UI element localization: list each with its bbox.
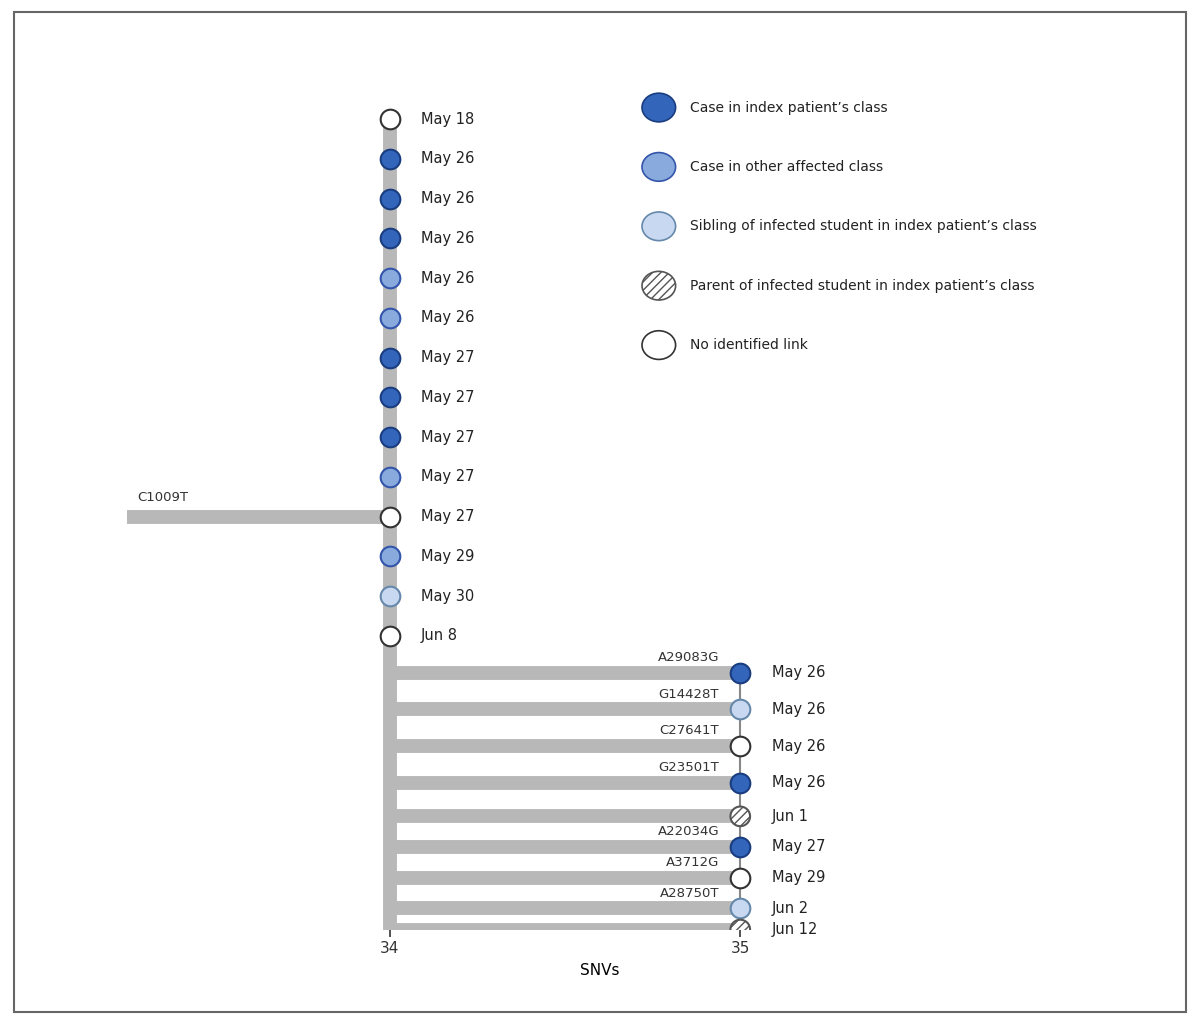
Text: May 26: May 26 <box>772 701 826 717</box>
Text: A28750T: A28750T <box>660 887 719 899</box>
Text: May 26: May 26 <box>772 775 826 791</box>
Point <box>380 230 400 247</box>
Text: G14428T: G14428T <box>659 688 719 700</box>
Point <box>731 738 750 755</box>
Point <box>731 808 750 824</box>
Text: No identified link: No identified link <box>690 338 808 352</box>
Point <box>380 349 400 366</box>
Point <box>731 701 750 718</box>
Point <box>380 309 400 326</box>
Point <box>380 389 400 406</box>
Point <box>731 900 750 916</box>
Point <box>731 774 750 791</box>
Point <box>380 151 400 167</box>
Text: May 29: May 29 <box>421 549 474 564</box>
Point <box>380 548 400 564</box>
Point <box>731 839 750 855</box>
Text: May 27: May 27 <box>421 509 475 524</box>
Point <box>731 869 750 886</box>
Text: May 18: May 18 <box>421 112 474 127</box>
Point <box>380 111 400 127</box>
Text: C1009T: C1009T <box>137 492 188 505</box>
Point <box>731 665 750 681</box>
Text: May 27: May 27 <box>421 350 475 366</box>
Text: May 26: May 26 <box>421 270 474 286</box>
Text: May 26: May 26 <box>772 738 826 754</box>
Text: Parent of infected student in index patient’s class: Parent of infected student in index pati… <box>690 279 1034 293</box>
Point <box>380 628 400 644</box>
Text: Jun 1: Jun 1 <box>772 809 809 824</box>
Text: G23501T: G23501T <box>659 761 719 774</box>
Text: Sibling of infected student in index patient’s class: Sibling of infected student in index pat… <box>690 219 1037 233</box>
Text: May 27: May 27 <box>421 390 475 404</box>
Text: May 26: May 26 <box>421 152 474 166</box>
Text: A29083G: A29083G <box>658 651 719 664</box>
Point <box>380 509 400 525</box>
Text: May 26: May 26 <box>772 666 826 680</box>
Text: May 26: May 26 <box>421 191 474 206</box>
Text: May 30: May 30 <box>421 589 474 603</box>
Text: Jun 12: Jun 12 <box>772 922 818 937</box>
X-axis label: SNVs: SNVs <box>581 964 619 978</box>
Text: C27641T: C27641T <box>660 724 719 737</box>
Point <box>380 190 400 207</box>
Text: Case in other affected class: Case in other affected class <box>690 160 883 174</box>
Text: May 26: May 26 <box>421 310 474 326</box>
Text: May 29: May 29 <box>772 870 826 885</box>
Point <box>380 270 400 287</box>
Point <box>380 429 400 445</box>
Point <box>731 922 750 938</box>
Text: Jun 8: Jun 8 <box>421 629 458 643</box>
Text: May 26: May 26 <box>421 230 474 246</box>
Text: Jun 2: Jun 2 <box>772 901 809 915</box>
Text: A3712G: A3712G <box>666 856 719 869</box>
Text: A22034G: A22034G <box>658 825 719 839</box>
Point <box>380 588 400 604</box>
Text: May 27: May 27 <box>421 469 475 484</box>
Text: May 27: May 27 <box>772 840 826 854</box>
Text: Case in index patient’s class: Case in index patient’s class <box>690 100 888 115</box>
Point <box>380 469 400 485</box>
Text: May 27: May 27 <box>421 430 475 444</box>
